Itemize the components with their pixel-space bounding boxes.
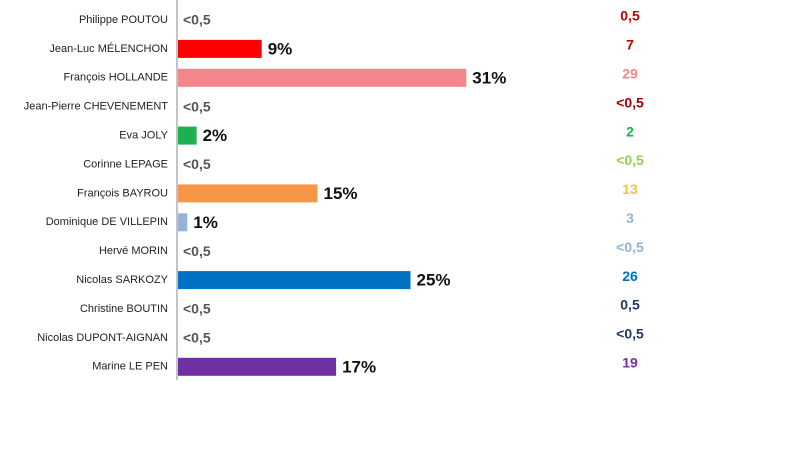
value-label: 1% xyxy=(193,213,218,232)
previous-label: 19 xyxy=(622,355,638,371)
value-label: <0,5 xyxy=(183,156,211,172)
value-label: <0,5 xyxy=(183,330,211,346)
previous-label: 0,5 xyxy=(620,297,640,313)
bar xyxy=(178,68,467,87)
previous-label: <0,5 xyxy=(616,326,644,342)
bar xyxy=(178,184,318,203)
category-label: François BAYROU xyxy=(77,187,168,199)
bar xyxy=(178,39,262,58)
value-label: 9% xyxy=(268,39,293,58)
category-label: Nicolas SARKOZY xyxy=(76,274,168,286)
previous-label: <0,5 xyxy=(616,239,644,255)
value-label: 17% xyxy=(342,357,376,376)
value-label: 25% xyxy=(417,271,451,290)
category-label: Jean-Luc MÉLENCHON xyxy=(49,42,168,55)
category-label: Corinne LEPAGE xyxy=(83,158,168,170)
value-label: <0,5 xyxy=(183,243,211,259)
previous-label: 0,5 xyxy=(620,8,640,24)
category-label: Christine BOUTIN xyxy=(80,303,168,315)
category-label: Nicolas DUPONT-AIGNAN xyxy=(37,332,168,344)
previous-label: 26 xyxy=(622,268,638,284)
value-label: <0,5 xyxy=(183,98,211,114)
category-label: Eva JOLY xyxy=(119,130,168,142)
previous-label: <0,5 xyxy=(616,94,644,110)
previous-label: 29 xyxy=(622,66,638,82)
category-label: Marine LE PEN xyxy=(92,361,168,373)
bar xyxy=(178,357,337,376)
value-label: 15% xyxy=(324,184,358,203)
value-label: 31% xyxy=(472,68,506,87)
category-label: Jean-Pierre CHEVENEMENT xyxy=(24,101,169,113)
bar xyxy=(178,271,411,290)
previous-label: 7 xyxy=(626,37,634,53)
value-label: <0,5 xyxy=(183,301,211,317)
previous-label: 3 xyxy=(626,210,634,226)
bar xyxy=(178,213,188,232)
previous-label: 13 xyxy=(622,181,638,197)
value-label: 2% xyxy=(203,126,228,145)
category-label: Philippe POUTOU xyxy=(79,14,168,26)
category-label: Dominique DE VILLEPIN xyxy=(46,216,168,228)
category-label: Hervé MORIN xyxy=(99,245,168,257)
category-label: François HOLLANDE xyxy=(63,72,168,84)
value-label: <0,5 xyxy=(183,12,211,28)
previous-label: <0,5 xyxy=(616,152,644,168)
previous-label: 2 xyxy=(626,123,634,139)
bar xyxy=(178,126,197,145)
